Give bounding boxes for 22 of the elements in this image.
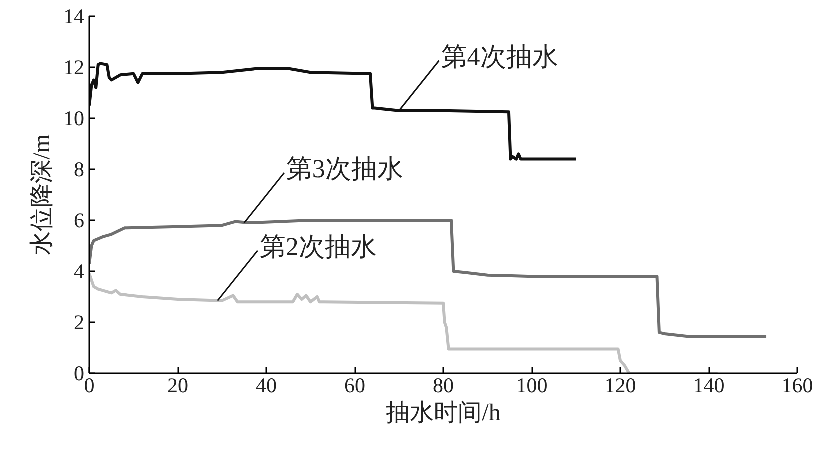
x-axis-title: 抽水时间/h [386, 400, 501, 426]
x-tick-label: 40 [256, 374, 277, 398]
y-tick-label: 12 [64, 56, 84, 80]
y-tick-label: 8 [74, 158, 84, 182]
annotation: 第3次抽水 [286, 154, 404, 184]
x-tick-label: 60 [344, 374, 366, 398]
line-series [90, 272, 720, 374]
x-tick-label: 20 [168, 374, 188, 398]
line-series [90, 219, 768, 338]
x-tick-label: 160 [782, 374, 814, 398]
x-tick-label: 140 [693, 374, 725, 398]
y-axis-title: 水位降深/m [30, 134, 56, 256]
annotation: 第4次抽水 [441, 42, 558, 72]
y-tick-label: 6 [74, 208, 84, 232]
y-tick-label: 2 [74, 310, 84, 334]
x-tick-label: 100 [516, 374, 548, 398]
annotation: 第2次抽水 [260, 232, 377, 262]
x-tick-label: 80 [433, 374, 454, 398]
y-tick-label: 10 [64, 106, 84, 130]
y-tick-label: 4 [74, 260, 85, 284]
y-tick-label: 14 [64, 4, 85, 28]
x-tick-label: 120 [604, 374, 636, 398]
